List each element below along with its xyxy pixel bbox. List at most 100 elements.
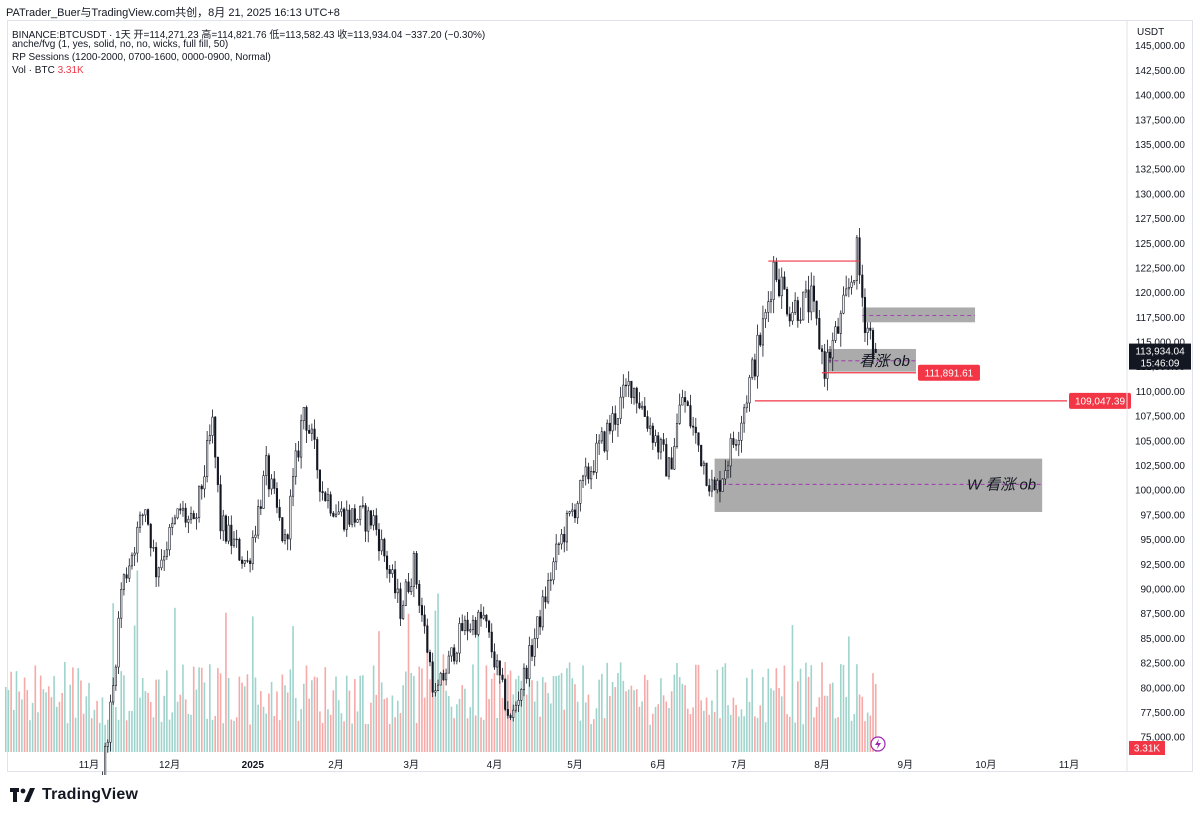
chart-frame[interactable] xyxy=(7,20,1193,772)
volume-bar xyxy=(123,675,125,752)
x-tick-label: 11月 xyxy=(1059,759,1079,771)
candle-body xyxy=(364,505,367,532)
volume-bar xyxy=(163,695,165,752)
candle-body xyxy=(788,313,791,322)
order-block-zone[interactable] xyxy=(862,307,976,323)
volume-bar xyxy=(566,668,568,752)
price-axis[interactable]: USDT 75,000.00 77,500.00 80,000.00 82,500.00… xyxy=(870,21,1191,772)
volume-bar xyxy=(480,717,482,752)
candle-body xyxy=(232,538,236,546)
y-tick-label: 135,000.00 xyxy=(1135,140,1185,151)
candle-body xyxy=(600,431,603,442)
candle-body xyxy=(635,387,638,404)
legend-indicator-sessions[interactable]: RP Sessions (1200-2000, 0700-1600, 0000-… xyxy=(12,52,271,63)
volume-bar xyxy=(262,706,265,752)
candle-body xyxy=(590,471,593,480)
candle-body xyxy=(184,507,187,523)
volume-bar xyxy=(837,717,839,752)
candle-body xyxy=(289,495,292,540)
x-tick-label: 12月 xyxy=(159,759,180,771)
legend-volume[interactable]: Vol · BTC 3.31K xyxy=(12,65,84,76)
candle-body xyxy=(203,476,206,490)
time-axis[interactable]: 11月 12月 2025 2月 3月 4月 5月 6月 7月 8月 9月 10月 11月 xyxy=(79,759,1079,771)
volume-bar xyxy=(18,691,20,752)
candle-body xyxy=(490,631,493,653)
candle-body xyxy=(837,326,840,334)
volume-bar xyxy=(461,685,464,752)
lightning-icon[interactable] xyxy=(870,736,886,752)
candle-body xyxy=(815,300,818,319)
volume-bar xyxy=(72,667,74,752)
volume-badge-label: 3.31K xyxy=(1134,744,1160,755)
candle-body xyxy=(404,581,407,606)
candle-body xyxy=(367,510,370,532)
candle-body xyxy=(678,404,681,424)
x-tick-label: 3月 xyxy=(403,759,419,771)
volume-bar xyxy=(93,709,96,752)
volume-bar xyxy=(160,721,163,752)
volume-bar xyxy=(136,570,139,752)
candle-body xyxy=(375,515,378,530)
volume-bar xyxy=(485,665,488,752)
volume-bar xyxy=(141,678,144,752)
volume-bar xyxy=(383,699,386,752)
volume-bar xyxy=(254,677,257,752)
volume-bar xyxy=(106,719,109,752)
volume-bar xyxy=(641,701,643,752)
legend-indicator-fvg[interactable]: anche/fvg (1, yes, solid, no, no, wicks,… xyxy=(12,39,229,50)
volume-bar xyxy=(869,715,872,752)
tradingview-logo-icon xyxy=(10,788,35,802)
candle-body xyxy=(684,397,687,403)
volume-bar xyxy=(708,714,711,752)
volume-bar xyxy=(227,677,230,752)
volume-bar xyxy=(4,686,7,752)
volume-bar xyxy=(719,718,721,752)
candle-body xyxy=(436,684,440,691)
candle-body xyxy=(673,446,676,470)
volume-bar xyxy=(458,698,461,752)
candle-body xyxy=(581,475,585,481)
candle-body xyxy=(643,405,646,417)
candle-body xyxy=(308,430,311,434)
candle-body xyxy=(418,583,421,606)
candle-body xyxy=(334,513,338,517)
volume-bar xyxy=(265,713,268,752)
y-tick-label: 90,000.00 xyxy=(1141,585,1186,596)
volume-bar xyxy=(375,694,378,752)
candle-body xyxy=(834,326,837,341)
candle-body xyxy=(227,524,230,542)
candle-body xyxy=(423,614,426,627)
volume-bar xyxy=(574,684,576,752)
volume-bar xyxy=(874,683,877,752)
order-block-zone[interactable] xyxy=(714,458,1043,512)
volume-bar xyxy=(53,676,55,752)
candle-body xyxy=(181,507,185,511)
y-tick-label: 87,500.00 xyxy=(1141,609,1186,620)
candle-body xyxy=(828,351,832,359)
tradingview-logo[interactable]: TradingView xyxy=(10,786,138,804)
volume-bar xyxy=(7,689,10,752)
candle-body xyxy=(565,512,568,543)
level-label-box xyxy=(1069,392,1131,409)
candle-body xyxy=(716,480,719,491)
order-block-zone[interactable] xyxy=(827,348,916,372)
volume-bar xyxy=(662,695,665,752)
volume-bar xyxy=(37,712,39,752)
candle-body xyxy=(149,523,152,549)
candle-body xyxy=(759,334,762,346)
volume-bar xyxy=(638,706,641,752)
candle-body xyxy=(686,401,689,406)
candle-body xyxy=(812,285,816,302)
volume-bar xyxy=(601,673,603,752)
volume-bar xyxy=(646,680,649,752)
candle-body xyxy=(318,469,321,492)
x-tick-label: 2025 xyxy=(242,760,265,771)
candle-body xyxy=(697,432,700,446)
volume-bar xyxy=(139,697,141,752)
volume-bar xyxy=(807,676,810,752)
volume-bar xyxy=(872,673,874,752)
volume-bar xyxy=(402,685,404,752)
candle-body xyxy=(756,334,759,377)
candle-body xyxy=(485,614,488,622)
